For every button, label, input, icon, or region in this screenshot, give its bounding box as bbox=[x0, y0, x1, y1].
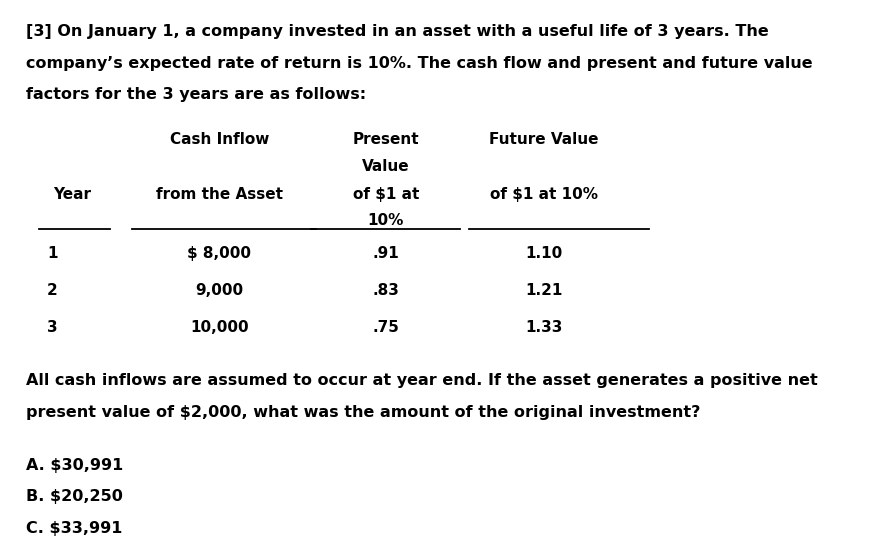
Text: factors for the 3 years are as follows:: factors for the 3 years are as follows: bbox=[26, 87, 367, 103]
Text: 10%: 10% bbox=[367, 213, 404, 229]
Text: Cash Inflow: Cash Inflow bbox=[169, 132, 269, 148]
Text: .75: .75 bbox=[373, 320, 399, 335]
Text: Future Value: Future Value bbox=[489, 132, 598, 148]
Text: All cash inflows are assumed to occur at year end. If the asset generates a posi: All cash inflows are assumed to occur at… bbox=[26, 373, 818, 388]
Text: $ 8,000: $ 8,000 bbox=[188, 246, 251, 261]
Text: of $1 at 10%: of $1 at 10% bbox=[489, 187, 598, 203]
Text: 10,000: 10,000 bbox=[190, 320, 248, 335]
Text: 1: 1 bbox=[47, 246, 58, 261]
Text: 9,000: 9,000 bbox=[196, 283, 243, 298]
Text: .83: .83 bbox=[373, 283, 399, 298]
Text: 1.21: 1.21 bbox=[525, 283, 562, 298]
Text: present value of $2,000, what was the amount of the original investment?: present value of $2,000, what was the am… bbox=[26, 405, 701, 420]
Text: 1.10: 1.10 bbox=[525, 246, 562, 261]
Text: [3] On January 1, a company invested in an asset with a useful life of 3 years. : [3] On January 1, a company invested in … bbox=[26, 24, 769, 40]
Text: .91: .91 bbox=[373, 246, 399, 261]
Text: Year: Year bbox=[53, 187, 90, 203]
Text: B. $20,250: B. $20,250 bbox=[26, 489, 123, 504]
Text: Present: Present bbox=[353, 132, 419, 148]
Text: 1.33: 1.33 bbox=[525, 320, 562, 335]
Text: A. $30,991: A. $30,991 bbox=[26, 458, 124, 473]
Text: C. $33,991: C. $33,991 bbox=[26, 521, 123, 536]
Text: 2: 2 bbox=[47, 283, 58, 298]
Text: of $1 at: of $1 at bbox=[353, 187, 419, 203]
Text: from the Asset: from the Asset bbox=[156, 187, 282, 203]
Text: company’s expected rate of return is 10%. The cash flow and present and future v: company’s expected rate of return is 10%… bbox=[26, 56, 813, 71]
Text: Value: Value bbox=[362, 159, 410, 174]
Text: 3: 3 bbox=[47, 320, 58, 335]
